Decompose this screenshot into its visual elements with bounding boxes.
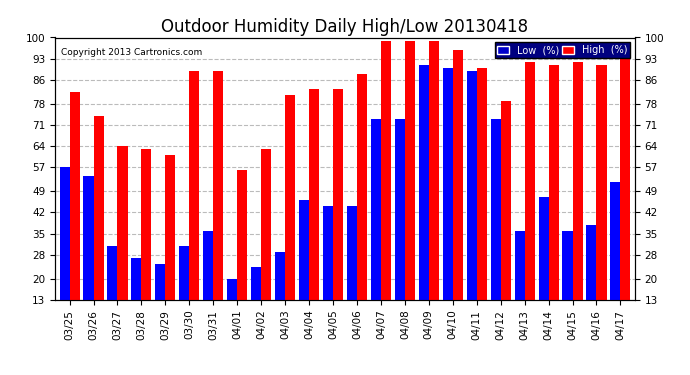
- Bar: [586, 225, 596, 300]
- Bar: [573, 62, 582, 300]
- Bar: [108, 246, 117, 300]
- Bar: [131, 258, 141, 300]
- Bar: [251, 267, 262, 300]
- Legend: Low  (%), High  (%): Low (%), High (%): [495, 42, 630, 58]
- Bar: [347, 207, 357, 300]
- Bar: [562, 231, 573, 300]
- Bar: [323, 207, 333, 300]
- Bar: [94, 116, 104, 300]
- Bar: [620, 50, 631, 300]
- Bar: [466, 71, 477, 300]
- Bar: [70, 92, 79, 300]
- Bar: [357, 74, 367, 300]
- Bar: [395, 119, 405, 300]
- Bar: [477, 68, 486, 300]
- Bar: [453, 50, 463, 300]
- Bar: [309, 89, 319, 300]
- Bar: [59, 167, 70, 300]
- Bar: [443, 68, 453, 300]
- Bar: [275, 252, 285, 300]
- Bar: [538, 197, 549, 300]
- Bar: [405, 40, 415, 300]
- Bar: [179, 246, 189, 300]
- Bar: [141, 149, 152, 300]
- Text: Copyright 2013 Cartronics.com: Copyright 2013 Cartronics.com: [61, 48, 202, 57]
- Bar: [596, 64, 607, 300]
- Bar: [285, 95, 295, 300]
- Bar: [155, 264, 166, 300]
- Bar: [262, 149, 271, 300]
- Bar: [611, 182, 620, 300]
- Bar: [237, 170, 247, 300]
- Bar: [333, 89, 343, 300]
- Bar: [189, 71, 199, 300]
- Bar: [524, 62, 535, 300]
- Bar: [117, 146, 128, 300]
- Bar: [549, 64, 559, 300]
- Bar: [381, 40, 391, 300]
- Bar: [299, 200, 309, 300]
- Bar: [428, 40, 439, 300]
- Title: Outdoor Humidity Daily High/Low 20130418: Outdoor Humidity Daily High/Low 20130418: [161, 18, 529, 36]
- Bar: [491, 119, 501, 300]
- Bar: [371, 119, 381, 300]
- Bar: [419, 64, 428, 300]
- Bar: [501, 101, 511, 300]
- Bar: [227, 279, 237, 300]
- Bar: [213, 71, 224, 300]
- Bar: [515, 231, 524, 300]
- Bar: [166, 155, 175, 300]
- Bar: [83, 176, 94, 300]
- Bar: [204, 231, 213, 300]
